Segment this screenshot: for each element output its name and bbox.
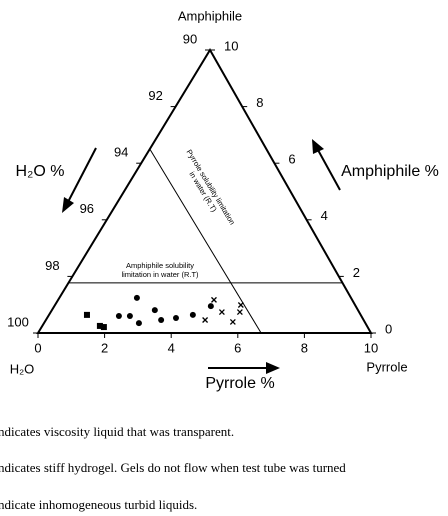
h2o-tick-label: 98: [45, 258, 59, 273]
circle-marker: [172, 315, 179, 322]
square-marker: [96, 322, 103, 329]
x-tick-label: 0: [34, 340, 41, 355]
caption: ndicates viscosity liquid that was trans…: [0, 424, 234, 439]
h2o-arrow-head: [62, 197, 74, 213]
cross-marker: [237, 302, 244, 308]
annotation-line: Pyrrole solubility limitation: [185, 148, 237, 226]
circle-marker: [189, 311, 196, 318]
circle-marker: [133, 294, 140, 301]
triangle: [36, 48, 373, 334]
pyrrole-axis-title: Pyrrole %: [205, 375, 274, 392]
cross-marker: [218, 309, 225, 316]
circle-marker: [151, 307, 158, 314]
y-tick-label: 2: [353, 265, 360, 280]
cross-marker: [229, 319, 236, 325]
h2o-tick-label: 90: [183, 31, 197, 46]
square-marker: [83, 311, 90, 318]
h2o-arrow: [67, 147, 97, 203]
caption: ndicate inhomogeneous turbid liquids.: [0, 497, 197, 512]
h2o-tick-label: 92: [148, 88, 162, 103]
y-tick-label: 8: [256, 95, 263, 110]
top-label: Amphiphile: [178, 8, 242, 23]
h2o-tick-label: 96: [80, 201, 94, 216]
circle-marker: [135, 320, 142, 327]
y-tick-label: 4: [321, 208, 328, 223]
circle-marker: [126, 313, 133, 320]
limit-line: [149, 148, 262, 334]
y-tick-label: 0: [385, 321, 392, 336]
pyrrole-annotation: Pyrrole solubility limitation in water (…: [185, 148, 237, 226]
h2o-tick-label: 94: [114, 145, 128, 160]
x-tick-label: 4: [168, 340, 175, 355]
x-tick-label: 10: [364, 340, 378, 355]
amphiphile-axis-title: Amphiphile %: [341, 163, 439, 180]
circle-marker: [115, 313, 122, 320]
y-tick-label: 6: [288, 152, 295, 167]
right-label: Pyrrole: [366, 359, 407, 374]
amphiphile-arrow-head: [312, 139, 324, 154]
h2o-tick-label: 100: [7, 314, 29, 329]
cross-marker: [202, 317, 209, 323]
x-tick-label: 8: [301, 340, 308, 355]
annotation-line: Amphiphile solubility: [126, 261, 194, 270]
x-tick-label: 2: [101, 340, 108, 355]
annotation-line: limitation in water (R.T): [121, 270, 199, 279]
left-label: H₂O: [10, 361, 35, 376]
circle-marker: [158, 316, 165, 323]
x-tick-label: 6: [234, 340, 241, 355]
cross-marker: [236, 309, 243, 316]
pyrrole-arrow-head: [266, 362, 280, 374]
caption: ndicates stiff hydrogel. Gels do not flo…: [0, 460, 346, 475]
square-marker: [100, 324, 107, 331]
circle-marker: [207, 303, 214, 310]
amphiphile-arrow: [317, 149, 341, 191]
h2o-axis-title: H₂O %: [16, 163, 65, 180]
cross-marker: [211, 296, 217, 303]
y-tick-label: 10: [224, 38, 238, 53]
